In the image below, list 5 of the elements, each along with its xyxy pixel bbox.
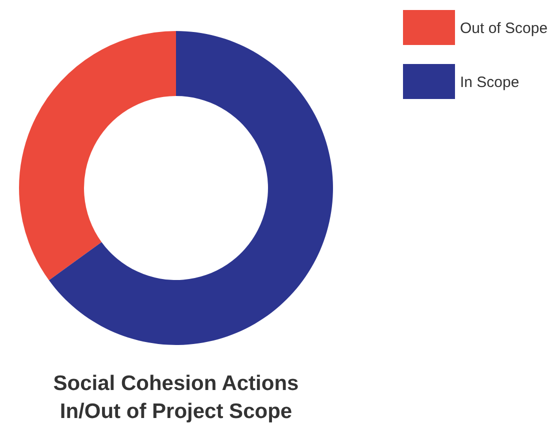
legend-label: In Scope — [460, 74, 520, 91]
donut-slice — [19, 31, 176, 280]
legend-label: Out of Scope — [460, 20, 548, 37]
text: Social Cohesion Actions In/Out of Project Scope — [53, 372, 299, 423]
donut-slice — [48, 31, 333, 345]
